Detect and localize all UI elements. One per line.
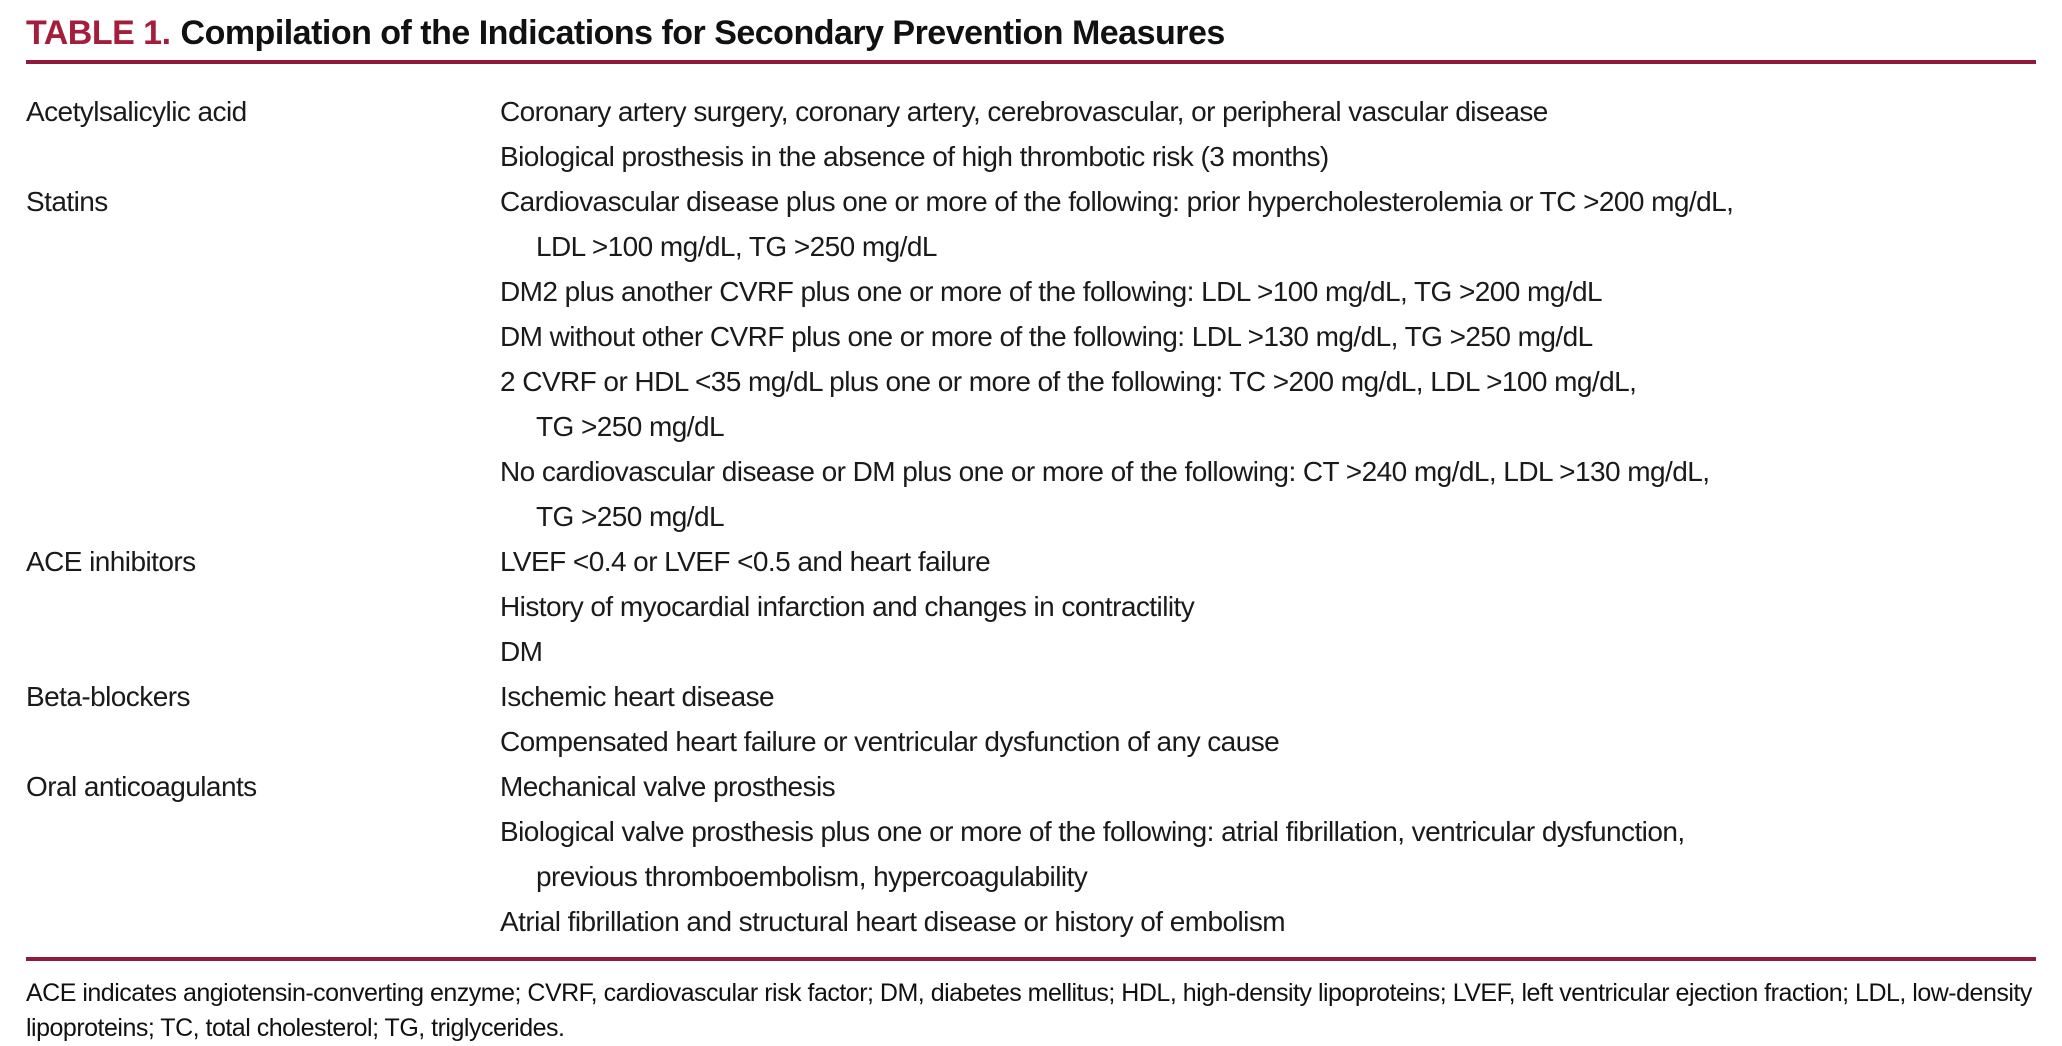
indication-list: Mechanical valve prosthesis Biological v… xyxy=(500,764,2036,944)
indication-line: LVEF <0.4 or LVEF <0.5 and heart failure xyxy=(500,546,991,577)
indication-line: DM xyxy=(500,636,543,667)
bottom-rule-divider xyxy=(26,957,2036,961)
table-row-acetylsalicylic-acid: Acetylsalicylic acid Coronary artery sur… xyxy=(26,89,2036,179)
table-caption: TABLE 1. Compilation of the Indications f… xyxy=(26,8,2036,58)
indication-line-continuation: TG >250 mg/dL xyxy=(536,501,725,532)
drug-name: Acetylsalicylic acid xyxy=(26,96,247,127)
indication-line: Cardiovascular disease plus one or more … xyxy=(500,186,1734,217)
indication-line: Coronary artery surgery, coronary artery… xyxy=(500,96,1548,127)
table-row-ace-inhibitors: ACE inhibitors LVEF <0.4 or LVEF <0.5 an… xyxy=(26,539,2036,674)
indication-line-continuation: TG >250 mg/dL xyxy=(536,411,725,442)
indication-line: Biological prosthesis in the absence of … xyxy=(500,141,1329,172)
indication-list: Ischemic heart disease Compensated heart… xyxy=(500,674,2036,764)
drug-name: ACE inhibitors xyxy=(26,546,196,577)
top-rule-divider xyxy=(26,60,2036,64)
drug-name: Beta-blockers xyxy=(26,681,190,712)
drug-name: Oral anticoagulants xyxy=(26,771,257,802)
table-number-label: TABLE 1. xyxy=(26,14,171,52)
table-caption-text: Compilation of the Indications for Secon… xyxy=(180,14,1226,52)
indication-line: 2 CVRF or HDL <35 mg/dL plus one or more… xyxy=(500,366,1637,397)
indication-list: Cardiovascular disease plus one or more … xyxy=(500,179,2036,539)
table-row-statins: Statins Cardiovascular disease plus one … xyxy=(26,179,2036,539)
drug-name: Statins xyxy=(26,186,108,217)
indication-list: LVEF <0.4 or LVEF <0.5 and heart failure… xyxy=(500,539,2036,674)
indication-list: Coronary artery surgery, coronary artery… xyxy=(500,89,2036,179)
indication-line: Compensated heart failure or ventricular… xyxy=(500,726,1280,757)
indication-line: DM without other CVRF plus one or more o… xyxy=(500,321,1593,352)
indication-line: History of myocardial infarction and cha… xyxy=(500,591,1195,622)
indication-line: No cardiovascular disease or DM plus one… xyxy=(500,456,1710,487)
table-row-beta-blockers: Beta-blockers Ischemic heart disease Com… xyxy=(26,674,2036,764)
indication-line: Biological valve prosthesis plus one or … xyxy=(500,816,1685,847)
indication-line: Atrial fibrillation and structural heart… xyxy=(500,906,1286,937)
indication-line-continuation: previous thromboembolism, hypercoagulabi… xyxy=(536,861,1088,892)
indication-line-continuation: LDL >100 mg/dL, TG >250 mg/dL xyxy=(536,231,937,262)
indication-line: DM2 plus another CVRF plus one or more o… xyxy=(500,276,1603,307)
indication-line: Mechanical valve prosthesis xyxy=(500,771,836,802)
indication-line: Ischemic heart disease xyxy=(500,681,775,712)
abbreviations-footnote: ACE indicates angiotensin-converting enz… xyxy=(26,979,2032,1042)
indications-table: Acetylsalicylic acid Coronary artery sur… xyxy=(26,89,2036,944)
table-row-oral-anticoagulants: Oral anticoagulants Mechanical valve pro… xyxy=(26,764,2036,944)
